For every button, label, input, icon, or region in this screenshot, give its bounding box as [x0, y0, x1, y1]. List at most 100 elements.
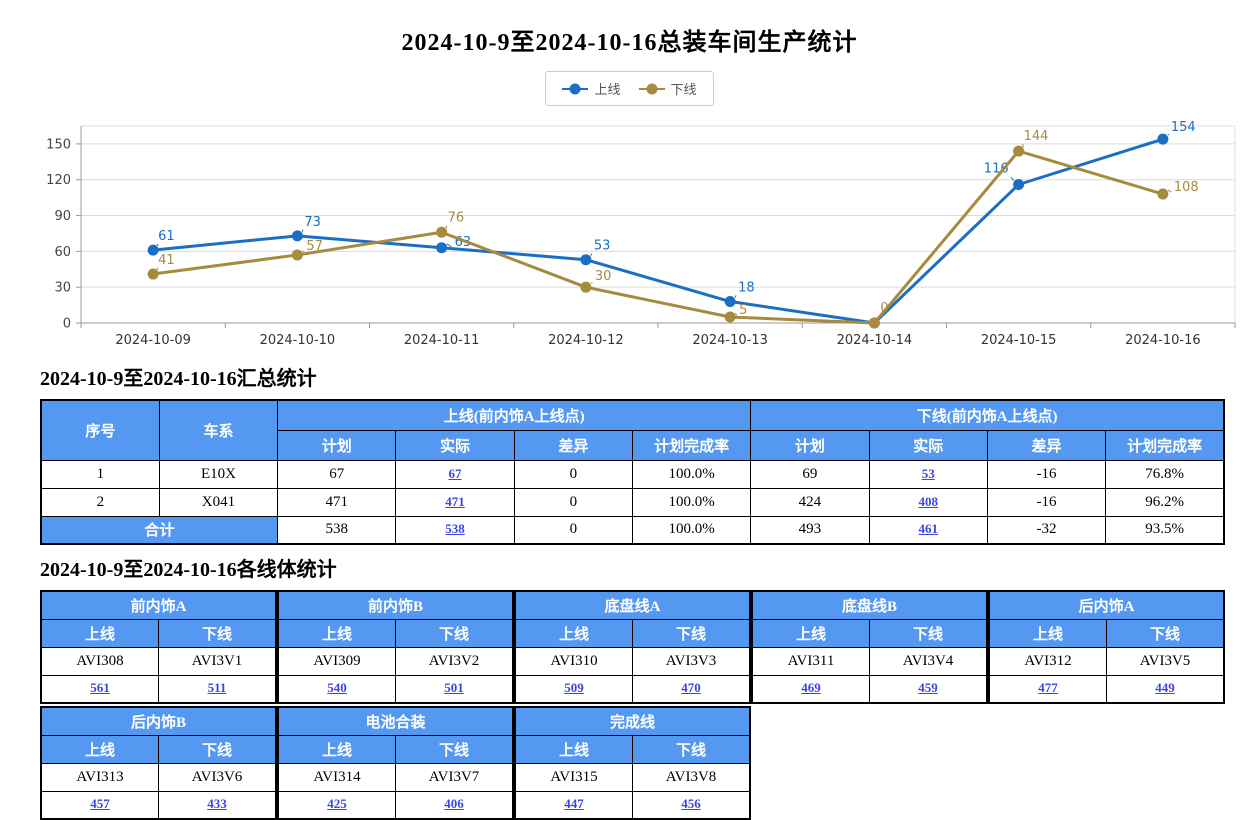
- data-point-下线-2024-10-14[interactable]: [869, 318, 880, 329]
- count-cell: 457: [41, 791, 159, 819]
- legend-label: 下线: [671, 79, 697, 98]
- data-point-上线-2024-10-15[interactable]: [1013, 179, 1024, 190]
- data-point-上线-2024-10-12[interactable]: [580, 254, 591, 265]
- line-name-header: 底盘线B: [752, 591, 987, 619]
- count-link[interactable]: 477: [1038, 680, 1058, 695]
- summary-total-cell: 93.5%: [1106, 516, 1224, 544]
- count-link[interactable]: 457: [90, 796, 110, 811]
- data-label-上线-2024-10-09: 61: [158, 229, 175, 244]
- count-link[interactable]: 469: [801, 680, 821, 695]
- summary-cell: X041: [159, 488, 277, 516]
- offline-col-header: 下线: [633, 619, 751, 647]
- x-axis-tick-label: 2024-10-10: [260, 333, 336, 348]
- data-point-上线-2024-10-10[interactable]: [292, 230, 303, 241]
- col-header-rate-off: 计划完成率: [1106, 430, 1224, 460]
- data-label-上线-2024-10-16: 154: [1171, 120, 1196, 135]
- summary-cell: 100.0%: [632, 488, 750, 516]
- line-name-header: 后内饰A: [989, 591, 1224, 619]
- summary-total-cell: 461: [869, 516, 987, 544]
- data-point-下线-2024-10-11[interactable]: [436, 227, 447, 238]
- actual-count-link[interactable]: 53: [922, 466, 935, 481]
- y-axis-tick-label: 0: [63, 317, 71, 332]
- col-header-plan-off: 计划: [751, 430, 869, 460]
- station-name: AVI3V4: [870, 647, 988, 675]
- y-axis-tick-label: 60: [54, 245, 71, 260]
- summary-cell: 471: [396, 488, 514, 516]
- station-name: AVI309: [278, 647, 396, 675]
- actual-count-link[interactable]: 471: [445, 494, 465, 509]
- data-label-上线-2024-10-10: 73: [304, 215, 321, 230]
- count-cell: 433: [159, 791, 277, 819]
- station-name: AVI3V3: [633, 647, 751, 675]
- data-point-上线-2024-10-11[interactable]: [436, 242, 447, 253]
- legend-item-上线[interactable]: 上线: [562, 79, 620, 98]
- line-name-header: 前内饰B: [278, 591, 513, 619]
- y-axis-tick-label: 150: [46, 137, 71, 152]
- data-point-下线-2024-10-13[interactable]: [725, 312, 736, 323]
- station-name: AVI313: [41, 763, 159, 791]
- count-link[interactable]: 561: [90, 680, 110, 695]
- station-name: AVI310: [515, 647, 633, 675]
- actual-count-link[interactable]: 538: [445, 521, 465, 536]
- count-link[interactable]: 447: [564, 796, 584, 811]
- online-col-header: 上线: [278, 619, 396, 647]
- page-title: 2024-10-9至2024-10-16总装车间生产统计: [0, 22, 1259, 57]
- col-group-offline: 下线(前内饰A上线点): [751, 400, 1224, 430]
- data-point-下线-2024-10-15[interactable]: [1013, 146, 1024, 157]
- offline-col-header: 下线: [396, 619, 514, 647]
- data-label-下线-2024-10-12: 30: [595, 269, 612, 284]
- col-header-model: 车系: [159, 400, 277, 460]
- offline-col-header: 下线: [870, 619, 988, 647]
- data-label-上线-2024-10-13: 18: [738, 281, 755, 296]
- count-link[interactable]: 470: [681, 680, 701, 695]
- count-cell: 470: [633, 675, 751, 703]
- summary-table: 序号 车系 上线(前内饰A上线点) 下线(前内饰A上线点) 计划 实际 差异 计…: [40, 399, 1225, 545]
- summary-cell: 53: [869, 460, 987, 488]
- col-header-seq: 序号: [41, 400, 159, 460]
- chart-legend: 上线 下线: [545, 71, 713, 106]
- data-label-下线-2024-10-15: 144: [1024, 129, 1049, 144]
- col-header-actual-on: 实际: [396, 430, 514, 460]
- count-link[interactable]: 406: [444, 796, 464, 811]
- count-link[interactable]: 501: [444, 680, 464, 695]
- col-group-online: 上线(前内饰A上线点): [278, 400, 751, 430]
- data-point-上线-2024-10-16[interactable]: [1157, 134, 1168, 145]
- station-name: AVI315: [515, 763, 633, 791]
- actual-count-link[interactable]: 67: [449, 466, 462, 481]
- actual-count-link[interactable]: 408: [918, 494, 938, 509]
- actual-count-link[interactable]: 461: [918, 521, 938, 536]
- data-label-下线-2024-10-14: 0: [880, 301, 888, 316]
- legend-label: 上线: [594, 79, 620, 98]
- y-axis-tick-label: 120: [46, 173, 71, 188]
- count-link[interactable]: 509: [564, 680, 584, 695]
- data-point-下线-2024-10-10[interactable]: [292, 249, 303, 260]
- data-point-下线-2024-10-12[interactable]: [580, 282, 591, 293]
- summary-heading: 2024-10-9至2024-10-16汇总统计: [40, 362, 1225, 391]
- count-link[interactable]: 425: [327, 796, 347, 811]
- y-axis-tick-label: 90: [54, 209, 71, 224]
- count-link[interactable]: 459: [918, 680, 938, 695]
- count-cell: 456: [633, 791, 751, 819]
- station-name: AVI3V5: [1107, 647, 1225, 675]
- station-name: AVI3V2: [396, 647, 514, 675]
- count-cell: 469: [752, 675, 870, 703]
- data-label-下线-2024-10-16: 108: [1174, 180, 1199, 195]
- legend-marker-icon: [562, 83, 588, 95]
- offline-col-header: 下线: [1107, 619, 1225, 647]
- count-link[interactable]: 456: [681, 796, 701, 811]
- online-col-header: 上线: [41, 735, 159, 763]
- count-link[interactable]: 449: [1155, 680, 1175, 695]
- station-name: AVI3V1: [159, 647, 277, 675]
- data-label-下线-2024-10-09: 41: [158, 253, 175, 268]
- count-link[interactable]: 540: [327, 680, 347, 695]
- data-point-上线-2024-10-13[interactable]: [725, 296, 736, 307]
- data-label-下线-2024-10-10: 57: [306, 239, 323, 254]
- count-link[interactable]: 511: [208, 680, 227, 695]
- legend-item-下线[interactable]: 下线: [639, 79, 697, 98]
- data-point-上线-2024-10-09[interactable]: [148, 245, 159, 256]
- data-point-下线-2024-10-16[interactable]: [1157, 189, 1168, 200]
- data-point-下线-2024-10-09[interactable]: [148, 269, 159, 280]
- count-link[interactable]: 433: [207, 796, 227, 811]
